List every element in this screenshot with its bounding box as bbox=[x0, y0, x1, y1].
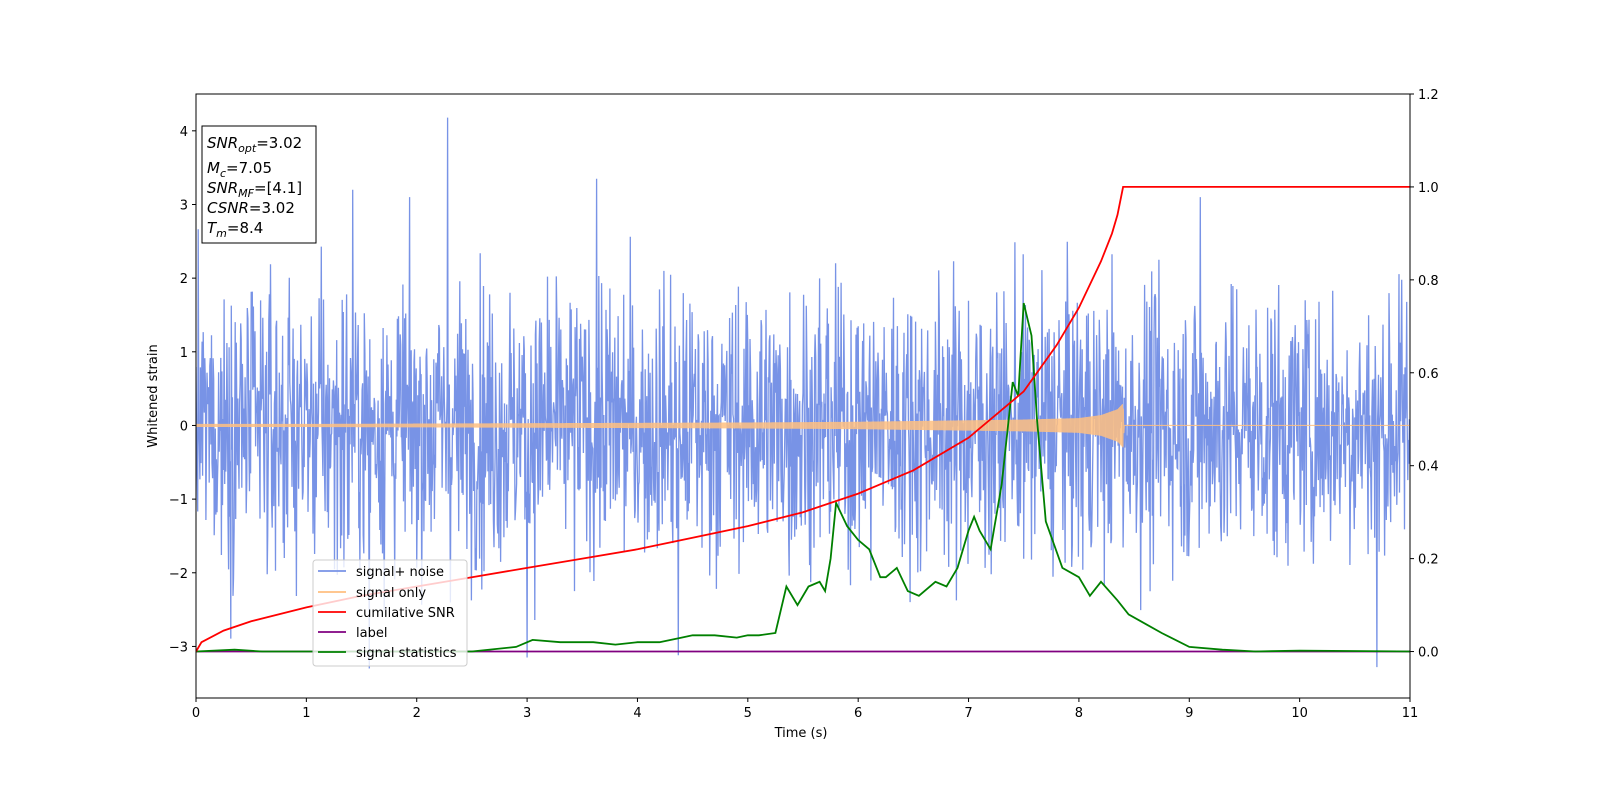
plot-frame bbox=[195, 93, 1411, 699]
x-tick-label: 5 bbox=[744, 706, 752, 721]
x-axis: 0 1 2 3 4 5 6 7 8 9 10 11 bbox=[192, 698, 1418, 721]
x-tick-label: 10 bbox=[1291, 706, 1308, 721]
legend-label: signal+ noise bbox=[356, 565, 444, 580]
y-tick-label: −1 bbox=[169, 493, 188, 508]
y-tick-label: 4 bbox=[180, 125, 188, 140]
y2-tick-label: 0.2 bbox=[1418, 553, 1439, 568]
x-tick-label: 7 bbox=[964, 706, 972, 721]
y2-tick-label: 0.6 bbox=[1418, 367, 1439, 382]
y-tick-label: 0 bbox=[180, 419, 188, 434]
legend-entry-signal-statistics: signal statistics bbox=[318, 646, 457, 661]
x-tick-label: 3 bbox=[523, 706, 531, 721]
legend-entry-signal-only: signal only bbox=[318, 586, 426, 601]
y-tick-label: 1 bbox=[180, 346, 188, 361]
y2-tick-label: 1.2 bbox=[1418, 88, 1439, 103]
x-tick-label: 0 bbox=[192, 706, 200, 721]
y-tick-label: 2 bbox=[180, 272, 188, 287]
x-tick-label: 8 bbox=[1075, 706, 1083, 721]
y-axis-left: −3 −2 −1 0 1 2 3 4 bbox=[169, 125, 196, 655]
x-tick-label: 9 bbox=[1185, 706, 1193, 721]
x-tick-label: 11 bbox=[1402, 706, 1419, 721]
y2-tick-label: 0.8 bbox=[1418, 274, 1439, 289]
x-tick-label: 1 bbox=[302, 706, 310, 721]
legend-label: cumilative SNR bbox=[356, 606, 455, 621]
x-tick-label: 4 bbox=[633, 706, 641, 721]
y2-tick-label: 0.0 bbox=[1418, 646, 1439, 661]
legend-entry-signal-noise: signal+ noise bbox=[318, 565, 444, 580]
series-signal-noise-line bbox=[196, 117, 1410, 669]
info-chirp-mass: Mc=7.05 bbox=[207, 159, 272, 180]
y-axis-label: Whitened strain bbox=[146, 344, 161, 447]
info-merger-time: Tm=8.4 bbox=[207, 219, 263, 240]
info-box: SNRopt=3.02 Mc=7.05 SNRMF=[4.1] CSNR=3.0… bbox=[201, 125, 317, 244]
y-tick-label: −3 bbox=[169, 640, 188, 655]
y2-tick-label: 1.0 bbox=[1418, 181, 1439, 196]
legend-label: signal only bbox=[356, 586, 426, 601]
legend-label: label bbox=[356, 626, 387, 641]
x-axis-label: Time (s) bbox=[774, 726, 828, 741]
x-tick-label: 2 bbox=[413, 706, 421, 721]
y-tick-label: −2 bbox=[169, 567, 188, 582]
series-signal-only-line bbox=[196, 404, 1410, 448]
info-snr-mf: SNRMF=[4.1] bbox=[207, 179, 302, 200]
legend-entry-label: label bbox=[318, 626, 387, 641]
legend-frame bbox=[312, 559, 468, 667]
series-signal-statistics-line bbox=[196, 302, 1410, 653]
y-tick-label: 3 bbox=[180, 198, 188, 213]
legend-label: signal statistics bbox=[356, 646, 457, 661]
info-snr-opt: SNRopt=3.02 bbox=[207, 134, 302, 155]
y-axis-right: 0.0 0.2 0.4 0.6 0.8 1.0 1.2 bbox=[1410, 88, 1439, 661]
legend-entry-cumulative-snr: cumilative SNR bbox=[318, 606, 455, 621]
series-cumulative-snr-line bbox=[196, 186, 1410, 652]
legend: signal+ noise signal only cumilative SNR… bbox=[312, 559, 468, 667]
info-box-frame bbox=[201, 125, 317, 244]
y2-tick-label: 0.4 bbox=[1418, 460, 1439, 475]
x-tick-label: 6 bbox=[854, 706, 862, 721]
info-csnr: CSNR=3.02 bbox=[207, 199, 295, 217]
